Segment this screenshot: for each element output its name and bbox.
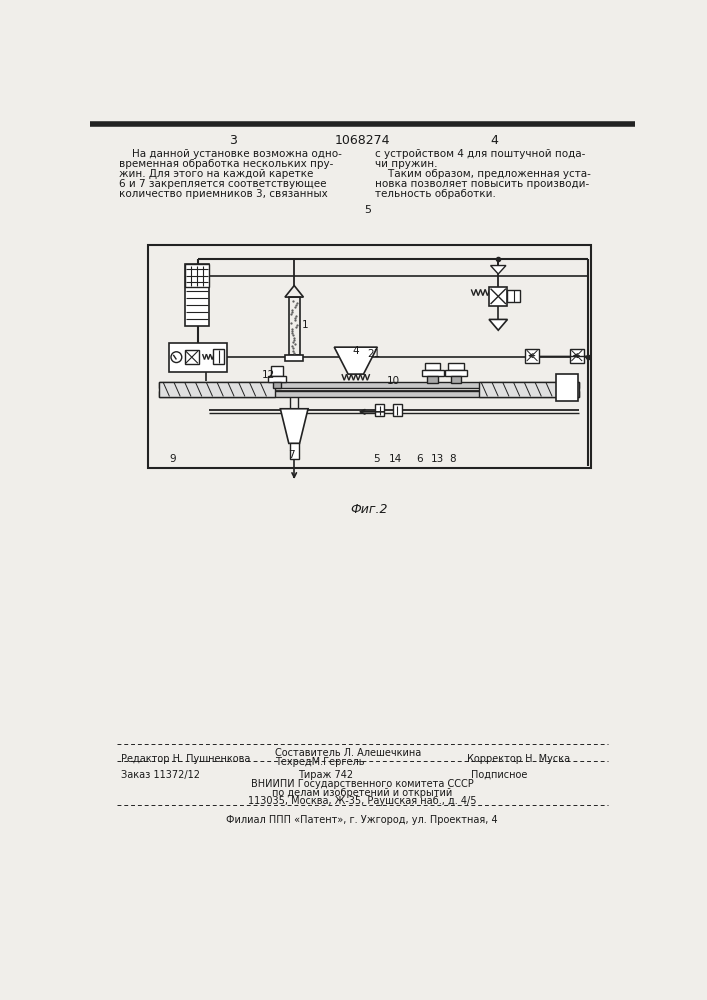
Text: 21: 21 — [368, 349, 380, 359]
Polygon shape — [334, 347, 378, 374]
Text: Таким образом, предложенная уста-: Таким образом, предложенная уста- — [375, 169, 591, 179]
Bar — [450, 376, 461, 383]
Text: 6: 6 — [416, 454, 423, 464]
Text: 4: 4 — [352, 346, 358, 356]
Text: ТехредМ.Гергель: ТехредМ.Гергель — [275, 757, 364, 767]
Text: 5: 5 — [364, 205, 371, 215]
Text: с устройством 4 для поштучной пода-: с устройством 4 для поштучной пода- — [375, 149, 585, 159]
Text: 10: 10 — [387, 376, 399, 386]
Bar — [525, 349, 539, 363]
Bar — [479, 382, 579, 397]
Bar — [428, 376, 438, 383]
Text: 3: 3 — [228, 134, 237, 147]
Bar — [185, 350, 199, 364]
Bar — [508, 290, 520, 302]
Bar — [556, 374, 578, 401]
Text: Заказ 11372/12: Заказ 11372/12 — [121, 770, 200, 780]
Text: 5: 5 — [373, 454, 380, 464]
Text: 14: 14 — [389, 454, 402, 464]
Text: 12: 12 — [262, 370, 275, 380]
Text: по делам изобретений и открытий: по делам изобретений и открытий — [271, 788, 452, 798]
Text: Редактор Н. Пушненкова: Редактор Н. Пушненкова — [121, 754, 250, 764]
Text: новка позволяет повысить производи-: новка позволяет повысить производи- — [375, 179, 590, 189]
Text: 7: 7 — [288, 450, 295, 460]
Bar — [290, 443, 299, 459]
Text: 1068274: 1068274 — [334, 134, 390, 147]
Text: ВНИИПИ Государственного комитета СССР: ВНИИПИ Государственного комитета СССР — [250, 779, 473, 789]
Bar — [160, 382, 275, 397]
Bar — [214, 349, 224, 364]
Text: На данной установке возможна одно-: На данной установке возможна одно- — [119, 149, 342, 159]
Bar — [148, 245, 590, 468]
Text: чи пружин.: чи пружин. — [375, 159, 438, 169]
Bar — [489, 287, 508, 306]
Bar — [268, 376, 286, 382]
Text: временная обработка нескольких пру-: временная обработка нескольких пру- — [119, 159, 334, 169]
Bar — [375, 404, 385, 416]
Bar — [425, 363, 440, 370]
Bar — [274, 382, 281, 388]
Text: Тираж 742: Тираж 742 — [298, 770, 354, 780]
Bar — [570, 349, 584, 363]
Bar — [445, 370, 467, 376]
Polygon shape — [491, 266, 506, 274]
Bar — [160, 391, 579, 397]
Text: 4: 4 — [491, 134, 498, 147]
Text: Фиг.2: Фиг.2 — [350, 503, 387, 516]
Text: 9: 9 — [170, 454, 176, 464]
Polygon shape — [489, 319, 508, 330]
Text: 113035, Москва, Ж-35, Раушская наб., д. 4/5: 113035, Москва, Ж-35, Раушская наб., д. … — [247, 796, 477, 806]
Polygon shape — [281, 409, 308, 443]
Text: Составитель Л. Алешечкина: Составитель Л. Алешечкина — [275, 748, 421, 758]
Text: 1: 1 — [302, 320, 308, 330]
Text: 13: 13 — [431, 454, 445, 464]
Bar — [271, 366, 284, 376]
Text: тельность обработки.: тельность обработки. — [375, 189, 496, 199]
Text: 8: 8 — [450, 454, 456, 464]
Bar — [393, 404, 402, 416]
Bar — [185, 264, 209, 287]
Bar — [185, 264, 209, 326]
Text: Филиал ППП «Патент», г. Ужгород, ул. Проектная, 4: Филиал ППП «Патент», г. Ужгород, ул. Про… — [226, 815, 498, 825]
Text: Подписное: Подписное — [472, 770, 527, 780]
Text: жин. Для этого на каждой каретке: жин. Для этого на каждой каретке — [119, 169, 314, 179]
Bar — [160, 382, 579, 388]
Bar — [170, 343, 227, 372]
Bar — [285, 355, 303, 361]
Text: количество приемников 3, связанных: количество приемников 3, связанных — [119, 189, 328, 199]
Text: 6 и 7 закрепляется соответствующее: 6 и 7 закрепляется соответствующее — [119, 179, 327, 189]
Polygon shape — [285, 286, 303, 297]
Bar — [448, 363, 464, 370]
Bar — [288, 297, 300, 355]
Text: Корректор Н. Муска: Корректор Н. Муска — [467, 754, 571, 764]
Bar — [422, 370, 443, 376]
